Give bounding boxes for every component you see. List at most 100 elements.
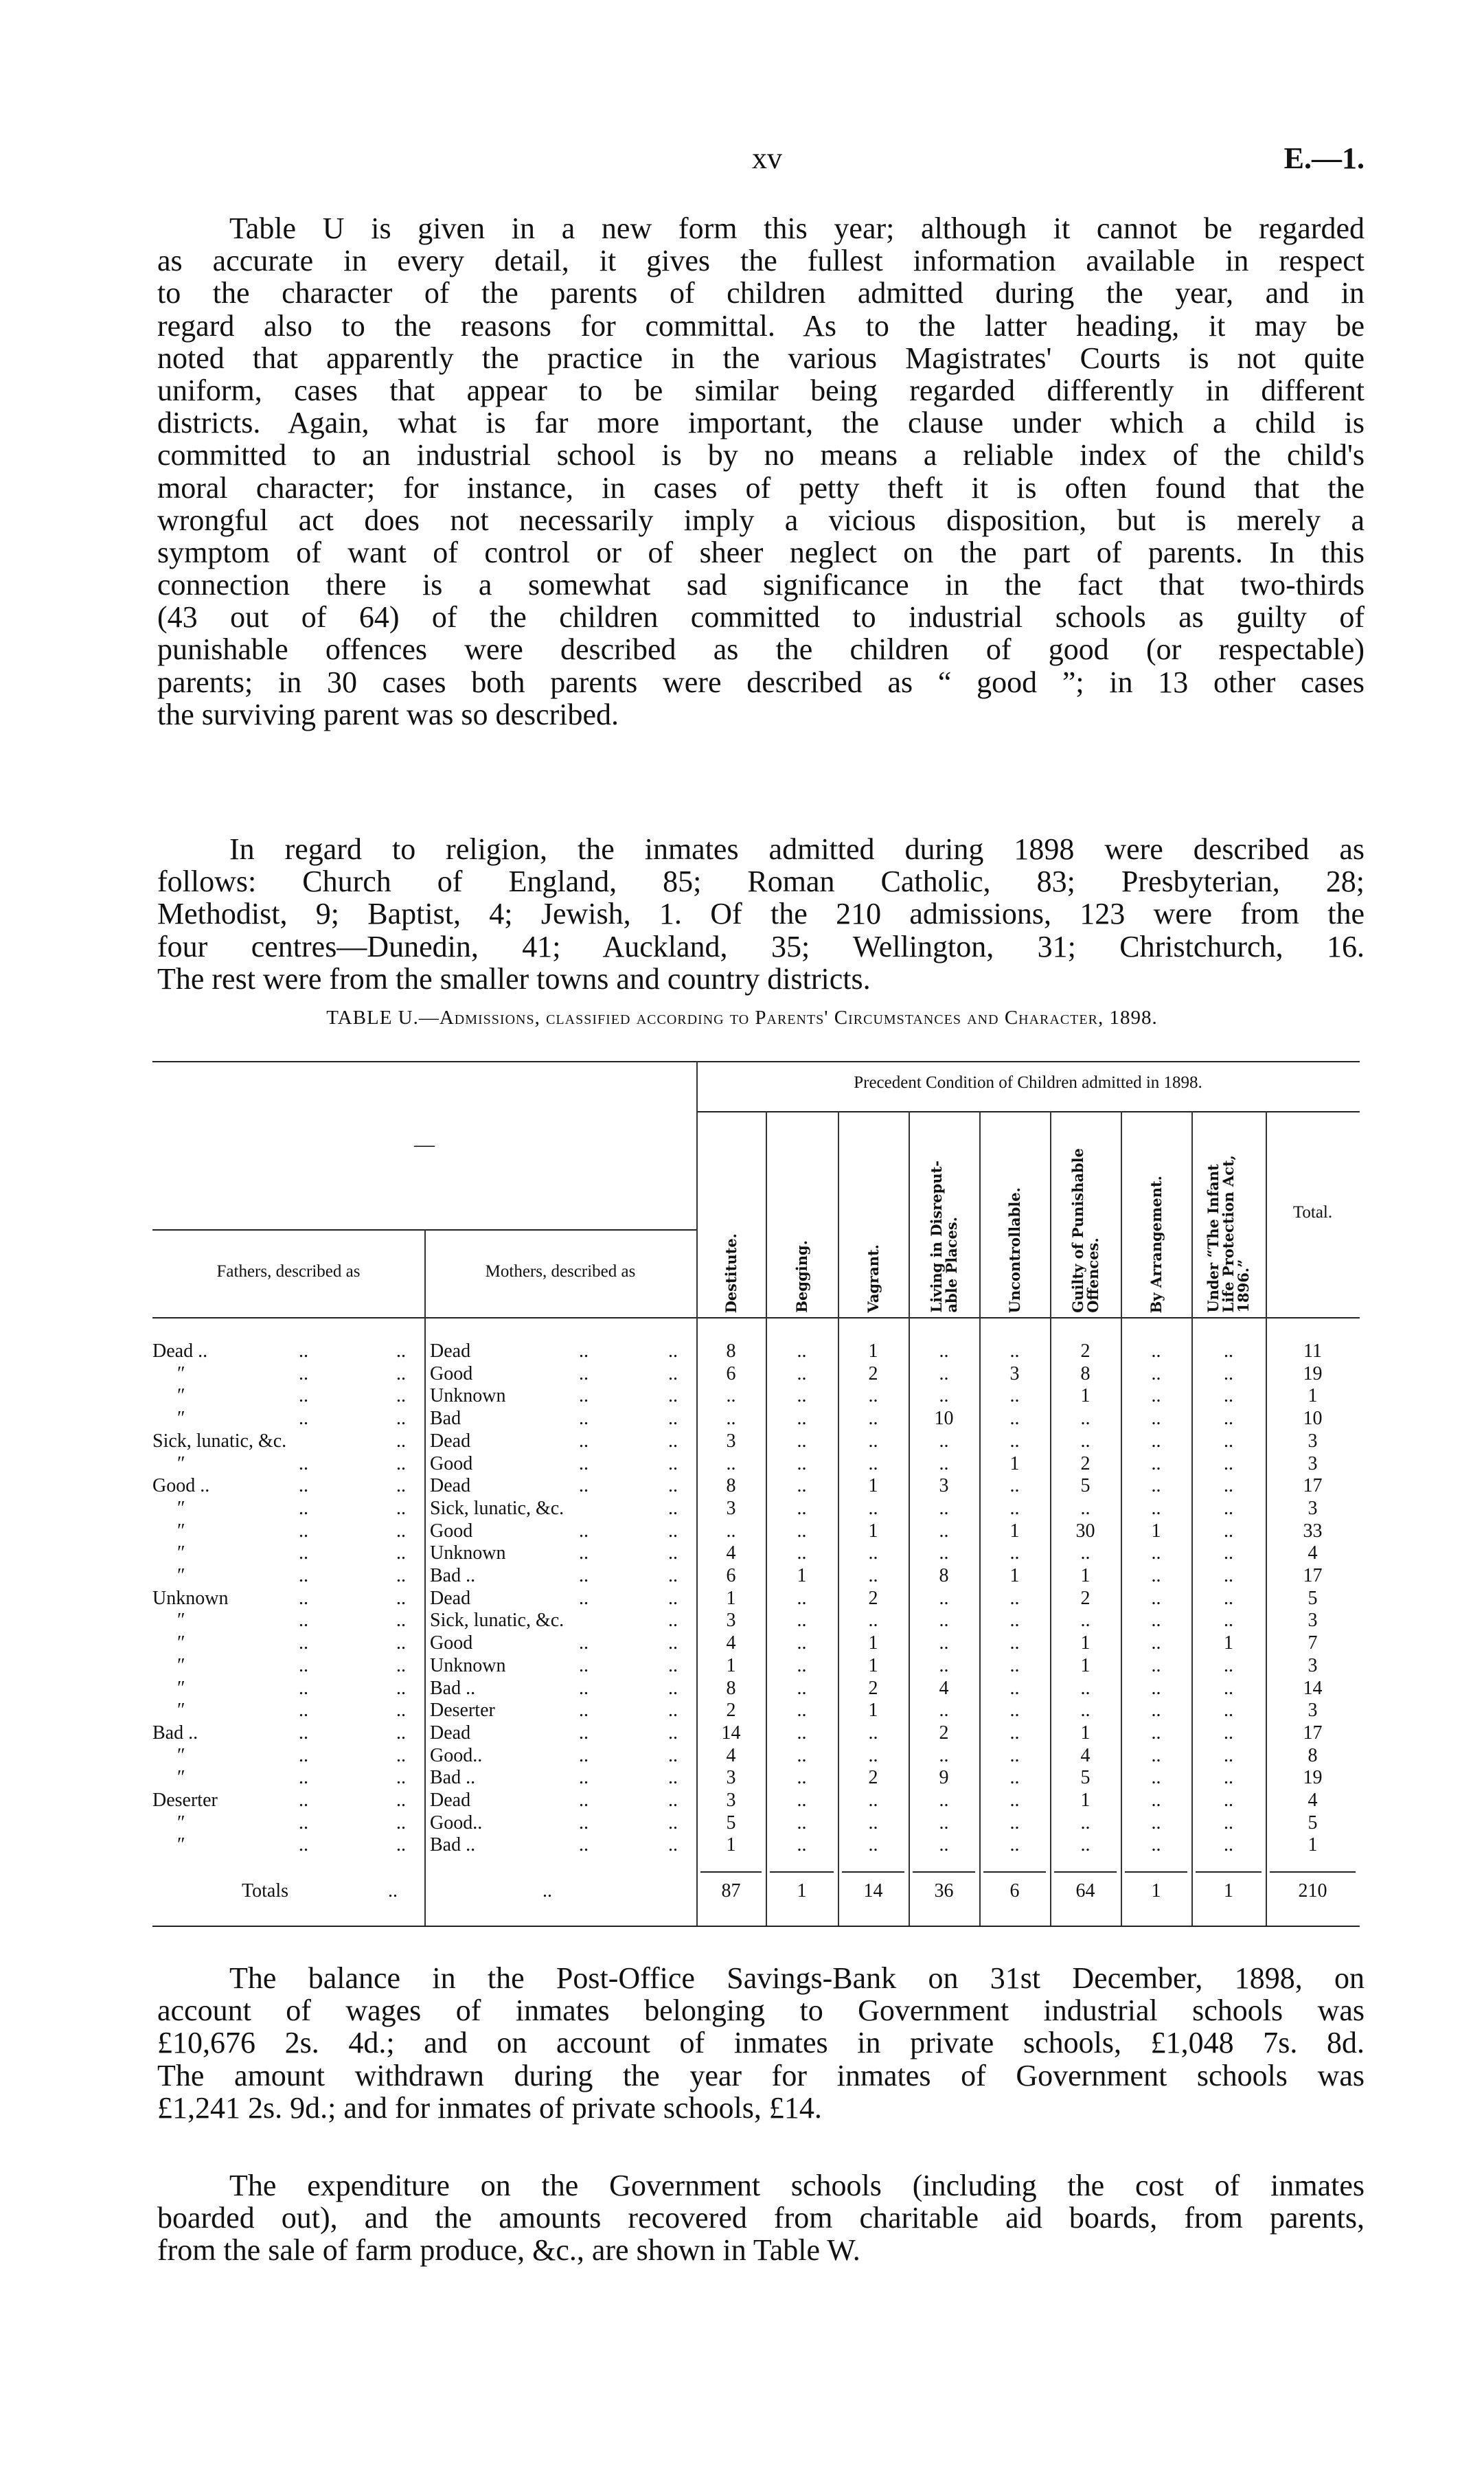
value-cell: .. bbox=[797, 1475, 807, 1497]
leader-dots: .. bbox=[579, 1362, 589, 1384]
value-cell: .. bbox=[1224, 1587, 1233, 1609]
value-cell: .. bbox=[939, 1340, 949, 1362]
value-cell: 1 bbox=[868, 1700, 878, 1722]
value-cell: 2 bbox=[868, 1587, 878, 1609]
value-cell: .. bbox=[1224, 1430, 1233, 1452]
value-cell: .. bbox=[1009, 1587, 1020, 1609]
value-cell: .. bbox=[1224, 1340, 1233, 1362]
value-cell: .. bbox=[1009, 1610, 1020, 1632]
value-cell: 1 bbox=[1080, 1565, 1091, 1586]
mother-description: Sick, lunatic, &c. bbox=[430, 1497, 564, 1519]
value-cell: .. bbox=[1224, 1744, 1233, 1766]
value-cell: 1 bbox=[868, 1475, 878, 1497]
value-cell: .. bbox=[1009, 1722, 1020, 1744]
value-cell: .. bbox=[939, 1497, 949, 1519]
value-cell: .. bbox=[1080, 1677, 1091, 1699]
leader-dots: .. bbox=[388, 1880, 398, 1902]
value-cell: 3 bbox=[726, 1767, 736, 1789]
column-header-label: Uncontrollable. bbox=[1005, 1187, 1023, 1313]
value-cell: .. bbox=[1151, 1565, 1161, 1586]
value-cell: .. bbox=[1009, 1812, 1020, 1834]
paragraph-line: connection there is a somewhat sad signi… bbox=[157, 568, 1365, 602]
row-total: 14 bbox=[1303, 1677, 1323, 1699]
leader-dots: .. bbox=[396, 1497, 406, 1519]
paragraph-line: Table U is given in a new form this year… bbox=[229, 212, 1365, 245]
paragraph-line: boarded out), and the amounts recovered … bbox=[157, 2201, 1365, 2235]
leader-dots: .. bbox=[579, 1385, 589, 1407]
value-cell: 1 bbox=[726, 1834, 736, 1856]
totals-rule bbox=[1125, 1871, 1187, 1873]
paragraph-savings-bank: The balance in the Post-Office Savings-B… bbox=[157, 1962, 1365, 2124]
leader-dots: .. bbox=[579, 1700, 589, 1722]
value-cell: .. bbox=[1009, 1744, 1020, 1766]
leader-dots: .. bbox=[668, 1362, 678, 1384]
row-total: 17 bbox=[1303, 1565, 1323, 1586]
father-description: ″ bbox=[177, 1700, 185, 1722]
value-cell: 1 bbox=[1224, 1880, 1233, 1902]
column-divider bbox=[838, 1111, 839, 1926]
leader-dots: .. bbox=[299, 1408, 308, 1430]
value-cell: .. bbox=[1224, 1767, 1233, 1789]
leader-dots: .. bbox=[299, 1677, 308, 1699]
value-cell: .. bbox=[868, 1722, 878, 1744]
column-header-4: Living in Disreput- able Places. bbox=[909, 1114, 979, 1313]
value-cell: .. bbox=[939, 1790, 949, 1811]
value-cell: 1 bbox=[1080, 1790, 1091, 1811]
header-bottom-rule bbox=[152, 1317, 1360, 1318]
value-cell: .. bbox=[797, 1744, 807, 1766]
leader-dots: .. bbox=[579, 1520, 589, 1542]
value-cell: 1 bbox=[1151, 1520, 1161, 1542]
leader-dots: .. bbox=[668, 1408, 678, 1430]
value-cell: .. bbox=[868, 1452, 878, 1474]
father-description: ″ bbox=[177, 1452, 185, 1474]
mother-description: Unknown bbox=[430, 1542, 506, 1564]
paragraph-line: The rest were from the smaller towns and… bbox=[157, 961, 871, 996]
value-cell: .. bbox=[868, 1430, 878, 1452]
value-cell: .. bbox=[868, 1565, 878, 1586]
value-cell: 87 bbox=[721, 1880, 741, 1902]
leader-dots: .. bbox=[668, 1497, 678, 1519]
paragraph-line: The amount withdrawn during the year for… bbox=[157, 2058, 1365, 2092]
value-cell: .. bbox=[1151, 1452, 1161, 1474]
value-cell: 4 bbox=[939, 1677, 949, 1699]
page-number: xv bbox=[752, 141, 782, 175]
leader-dots: .. bbox=[579, 1677, 589, 1699]
father-description: ″ bbox=[177, 1654, 185, 1676]
column-header-3: Vagrant. bbox=[838, 1114, 909, 1313]
value-cell: .. bbox=[939, 1834, 949, 1856]
value-cell: .. bbox=[939, 1654, 949, 1676]
paragraph-expenditure: The expenditure on the Government school… bbox=[157, 2169, 1365, 2267]
column-divider bbox=[1050, 1111, 1051, 1926]
paragraph-religion: In regard to religion, the inmates admit… bbox=[157, 833, 1365, 995]
paragraph-line: £10,676 2s. 4d.; and on account of inmat… bbox=[157, 2026, 1365, 2060]
leader-dots: .. bbox=[668, 1812, 678, 1834]
father-description: ″ bbox=[177, 1677, 185, 1699]
column-header-6: Guilty of Punishable Offences. bbox=[1050, 1114, 1121, 1313]
leader-dots: .. bbox=[579, 1565, 589, 1586]
leader-dots: .. bbox=[299, 1542, 308, 1564]
leader-dots: .. bbox=[579, 1430, 589, 1452]
row-total: 10 bbox=[1303, 1408, 1323, 1430]
value-cell: .. bbox=[1224, 1654, 1233, 1676]
column-header-2: Begging. bbox=[766, 1114, 838, 1313]
value-cell: .. bbox=[1009, 1700, 1020, 1722]
leader-dots: .. bbox=[299, 1385, 308, 1407]
paragraph-line: In regard to religion, the inmates admit… bbox=[229, 832, 1365, 866]
mother-description: Sick, lunatic, &c. bbox=[430, 1610, 564, 1632]
value-cell: 5 bbox=[726, 1812, 736, 1834]
paragraph-line: parents; in 30 cases both parents were d… bbox=[157, 665, 1365, 699]
mother-description: Bad .. bbox=[430, 1834, 476, 1856]
value-cell: .. bbox=[1151, 1812, 1161, 1834]
leader-dots: .. bbox=[299, 1475, 308, 1497]
row-total: 3 bbox=[1308, 1497, 1318, 1519]
value-cell: 1 bbox=[1009, 1452, 1020, 1474]
value-cell: 9 bbox=[939, 1767, 949, 1789]
leader-dots: .. bbox=[579, 1587, 589, 1609]
leader-dots: .. bbox=[299, 1565, 308, 1586]
value-cell: 8 bbox=[726, 1475, 736, 1497]
paragraph-line: The expenditure on the Government school… bbox=[229, 2169, 1365, 2202]
paragraph-line: from the sale of farm produce, &c., are … bbox=[157, 2233, 860, 2268]
value-cell: 2 bbox=[1080, 1452, 1091, 1474]
row-total: 3 bbox=[1308, 1452, 1318, 1474]
paragraph-line: uniform, cases that appear to be similar… bbox=[157, 373, 1365, 407]
